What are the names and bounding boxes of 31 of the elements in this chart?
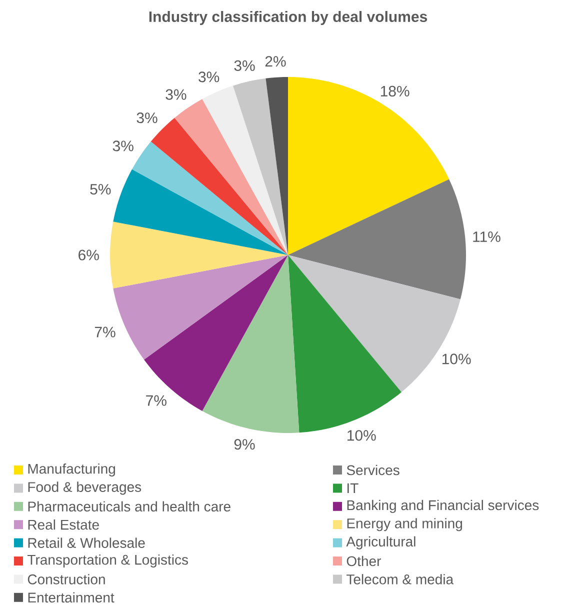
data-label: 3% [166,89,186,100]
data-label: 7% [94,326,116,338]
legend-label: Manufacturing [28,463,116,477]
legend-label: Other [346,556,381,566]
data-label: 6% [78,250,99,260]
legend-label: Pharmaceuticals and health care [28,501,230,512]
data-label: 3% [234,60,255,71]
legend-label: Services [346,464,400,476]
data-label: 2% [265,56,286,67]
data-label: 18% [380,86,410,96]
legend-label: Energy and mining [347,518,462,532]
data-label: 10% [442,354,471,364]
data-label: 3% [198,72,220,82]
legend-label: IT [348,483,358,494]
data-label: 3% [112,140,134,152]
legend-label: Telecom & media [346,574,454,584]
data-label: 3% [136,112,158,124]
legend-label: Real Estate [28,519,99,530]
legend-label: Retail & Wholesale [28,538,145,548]
legend-label: Agricultural [346,536,416,550]
chart-title: Industry classification by deal volumes [149,10,428,25]
legend-label: Construction [28,574,105,584]
data-label: 11% [473,231,500,242]
legend-label: Transportation & Logistics [28,554,188,568]
legend-label: Banking and Financial services [347,500,539,513]
data-label: 5% [90,184,111,195]
data-label: 9% [234,439,255,450]
data-label: 10% [348,430,376,441]
data-label: 7% [146,395,166,406]
legend-label: Food & beverages [28,482,142,495]
legend-label: Entertainment [28,592,114,603]
